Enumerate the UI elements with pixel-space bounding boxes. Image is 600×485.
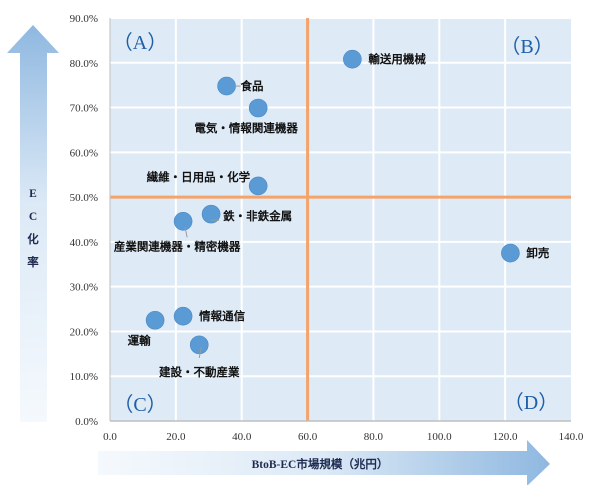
y-tick-labels: 0.0% 10.0% 20.0% 30.0% 40.0% 50.0% 60.0% 70.0% 8… xyxy=(70,13,98,428)
svg-text:E: E xyxy=(29,188,37,200)
quadrant-label-bottom-right: （D） xyxy=(504,391,558,414)
svg-text:率: 率 xyxy=(27,255,39,269)
data-point: 情報通信 xyxy=(173,306,246,326)
data-point: 繊維・日用品・化学 xyxy=(147,170,268,196)
reference-lines xyxy=(110,18,571,421)
point-label: 食品 xyxy=(241,79,264,93)
data-point: 建設・不動産業 xyxy=(159,335,240,379)
x-tick-label: 0.0 xyxy=(103,431,117,443)
y-tick-label: 70.0% xyxy=(70,103,98,115)
y-tick-label: 0.0% xyxy=(75,416,98,428)
quadrant-label-top-right: （B） xyxy=(500,35,553,58)
svg-text:C: C xyxy=(29,211,37,223)
y-tick-label: 50.0% xyxy=(70,192,98,204)
data-point: 卸売 xyxy=(501,243,550,263)
data-point: 食品 xyxy=(217,76,264,96)
data-point: 運輸 xyxy=(128,310,165,347)
quadrant-labels: （A） （B） （C） （D） xyxy=(113,31,558,416)
x-tick-labels: 0.0 20.0 40.0 60.0 80.0 100.0 120.0 140.0 xyxy=(103,431,584,443)
y-axis-arrow xyxy=(7,25,59,422)
point-label: 繊維・日用品・化学 xyxy=(147,170,251,184)
point-label: 運輸 xyxy=(128,333,151,347)
y-tick-label: 80.0% xyxy=(70,58,98,70)
svg-text:化: 化 xyxy=(27,232,39,246)
x-tick-label: 20.0 xyxy=(166,431,186,443)
data-point: 鉄・非鉄金属 xyxy=(201,204,292,224)
data-point: 産業関連機器・精密機器 xyxy=(114,211,241,253)
y-tick-label: 10.0% xyxy=(70,371,98,383)
data-point: 電気・情報関連機器 xyxy=(194,98,298,135)
point-label: 電気・情報関連機器 xyxy=(194,121,298,135)
point-label: 卸売 xyxy=(526,246,549,260)
quadrant-label-bottom-left: （C） xyxy=(113,393,166,416)
x-tick-label: 80.0 xyxy=(364,431,384,443)
point-label: 輸送用機械 xyxy=(368,52,426,66)
quadrant-label-top-left: （A） xyxy=(113,31,167,54)
y-tick-label: 90.0% xyxy=(70,13,98,25)
x-axis-title: BtoB-EC市場規模（兆円） xyxy=(252,457,389,471)
x-tick-label: 120.0 xyxy=(493,431,518,443)
point-label: 建設・不動産業 xyxy=(159,365,240,379)
x-tick-label: 40.0 xyxy=(232,431,252,443)
y-tick-label: 20.0% xyxy=(70,326,98,338)
x-axis-arrow xyxy=(98,440,550,485)
point-label: 鉄・非鉄金属 xyxy=(223,209,292,223)
y-tick-label: 60.0% xyxy=(70,147,98,159)
data-point: 輸送用機械 xyxy=(343,49,426,69)
point-label: 産業関連機器・精密機器 xyxy=(114,239,241,253)
x-tick-label: 100.0 xyxy=(427,431,452,443)
x-tick-label: 60.0 xyxy=(298,431,318,443)
y-tick-label: 40.0% xyxy=(70,237,98,249)
y-tick-label: 30.0% xyxy=(70,282,98,294)
x-tick-label: 140.0 xyxy=(559,431,584,443)
point-label: 情報通信 xyxy=(198,309,245,323)
